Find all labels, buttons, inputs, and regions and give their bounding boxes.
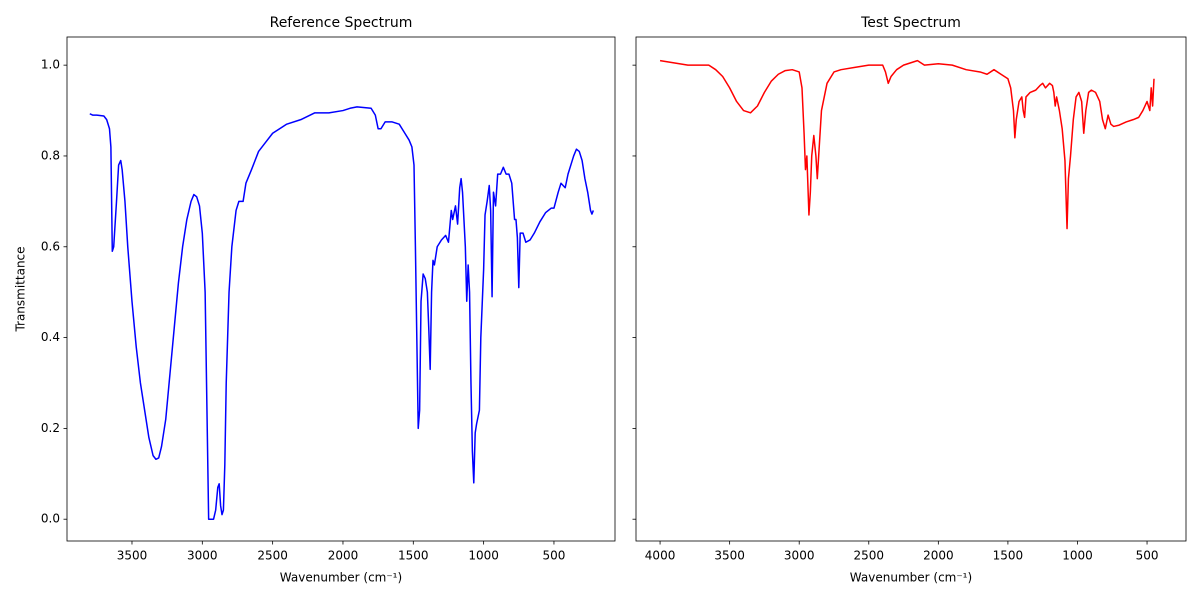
chart-title: Reference Spectrum bbox=[270, 15, 413, 31]
x-tick-label: 2500 bbox=[257, 549, 288, 563]
x-axis-label: Wavenumber (cm⁻¹) bbox=[850, 571, 972, 585]
x-tick-label: 500 bbox=[1136, 549, 1159, 563]
chart-title: Test Spectrum bbox=[860, 15, 961, 31]
x-tick-label: 3000 bbox=[784, 549, 815, 563]
y-tick-label: 0.2 bbox=[41, 421, 60, 435]
x-tick-label: 1000 bbox=[468, 549, 499, 563]
x-tick-label: 4000 bbox=[645, 549, 676, 563]
axes-frame bbox=[66, 36, 616, 542]
x-tick-label: 3500 bbox=[117, 549, 148, 563]
x-tick-label: 1000 bbox=[1062, 549, 1093, 563]
y-tick-label: 0.8 bbox=[41, 148, 60, 162]
x-tick-label: 500 bbox=[543, 549, 566, 563]
x-tick-label: 2000 bbox=[328, 549, 359, 563]
y-tick-label: 0.4 bbox=[41, 330, 60, 344]
x-tick-label: 3500 bbox=[714, 549, 745, 563]
y-tick-label: 0.6 bbox=[41, 239, 60, 253]
x-tick-label: 3000 bbox=[187, 549, 218, 563]
spectrum-line bbox=[89, 106, 595, 520]
x-tick-label: 2000 bbox=[923, 549, 954, 563]
spectrum-line bbox=[659, 59, 1155, 230]
y-tick-label: 0.0 bbox=[41, 512, 60, 526]
y-tick-label: 1.0 bbox=[41, 58, 60, 72]
axes-frame bbox=[635, 36, 1187, 542]
x-tick-label: 1500 bbox=[398, 549, 429, 563]
x-tick-label: 1500 bbox=[993, 549, 1024, 563]
x-tick-label: 2500 bbox=[853, 549, 884, 563]
y-axis-label: Transmittance bbox=[14, 246, 28, 332]
x-axis-label: Wavenumber (cm⁻¹) bbox=[280, 571, 402, 585]
